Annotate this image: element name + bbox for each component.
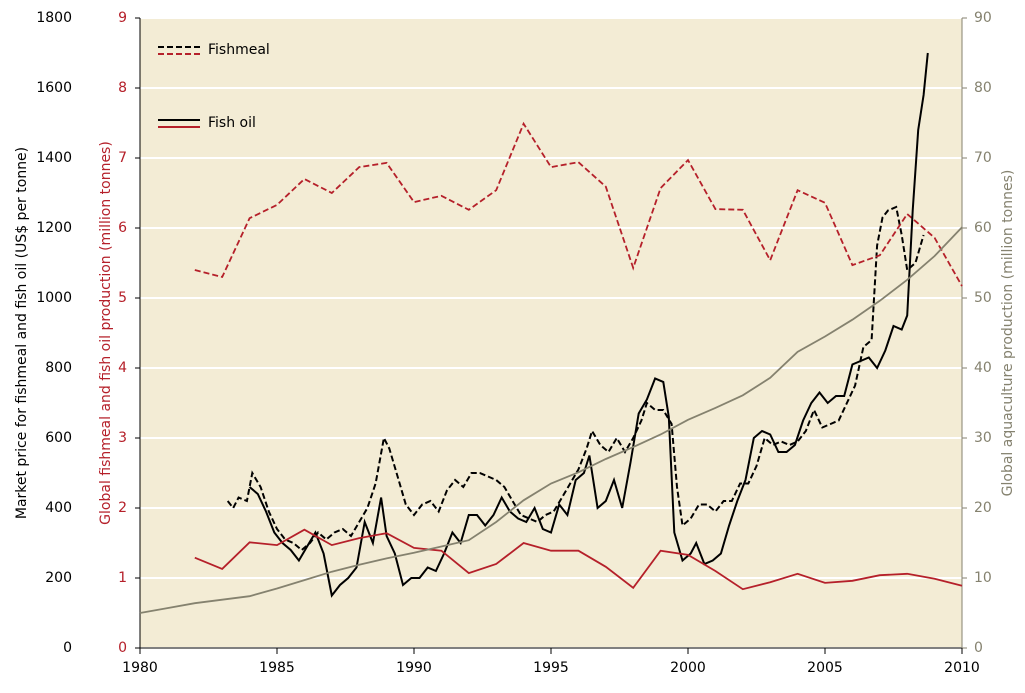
series-line xyxy=(194,121,963,287)
y2-tick-label: 1 xyxy=(118,570,127,586)
x-tick-label: 2010 xyxy=(944,660,980,676)
y-tick-label: 1400 xyxy=(36,150,72,166)
series-line xyxy=(139,226,963,614)
x-tick-label: 1985 xyxy=(259,660,295,676)
y2-tick-label: 5 xyxy=(118,290,127,306)
series-line xyxy=(194,528,963,591)
x-tick-label: 1980 xyxy=(122,660,158,676)
y-tick-label: 400 xyxy=(45,500,72,516)
y2-tick-label: 4 xyxy=(118,360,127,376)
y2-tick-label: 9 xyxy=(118,10,127,26)
series-line xyxy=(248,52,929,598)
y3-tick-label: 60 xyxy=(974,220,992,236)
x-tick-label: 2005 xyxy=(807,660,843,676)
y3-tick-label: 50 xyxy=(974,290,992,306)
x-tick-label: 2000 xyxy=(670,660,706,676)
y-tick-label: 1000 xyxy=(36,290,72,306)
y2-tick-label: 8 xyxy=(118,80,127,96)
y3-tick-label: 80 xyxy=(974,80,992,96)
x-tick-label: 1990 xyxy=(396,660,432,676)
y-axis-label: Market price for fishmeal and fish oil (… xyxy=(14,147,30,519)
y-tick-label: 1600 xyxy=(36,80,72,96)
y-tick-label: 600 xyxy=(45,430,72,446)
y3-tick-label: 10 xyxy=(974,570,992,586)
y3-tick-label: 0 xyxy=(974,640,983,656)
y2-tick-label: 0 xyxy=(118,640,127,656)
y-tick-label: 800 xyxy=(45,360,72,376)
y2-axis-label: Global fishmeal and fish oil production … xyxy=(98,141,114,525)
legend-label: Fishmeal xyxy=(208,42,270,58)
y3-tick-label: 70 xyxy=(974,150,992,166)
y3-tick-label: 90 xyxy=(974,10,992,26)
plot-background xyxy=(140,18,962,648)
y2-tick-label: 6 xyxy=(118,220,127,236)
legend-label: Fish oil xyxy=(208,115,256,131)
x-tick-label: 1995 xyxy=(533,660,569,676)
y3-axis-label: Global aquaculture production (million t… xyxy=(1000,170,1016,497)
y3-tick-label: 20 xyxy=(974,500,992,516)
y2-tick-label: 3 xyxy=(118,430,127,446)
y-tick-label: 200 xyxy=(45,570,72,586)
y3-tick-label: 30 xyxy=(974,430,992,446)
y3-tick-label: 40 xyxy=(974,360,992,376)
y2-tick-label: 2 xyxy=(118,500,127,516)
series-line xyxy=(226,205,925,552)
y2-tick-label: 7 xyxy=(118,150,127,166)
y-tick-label: 1800 xyxy=(36,10,72,26)
y-tick-label: 1200 xyxy=(36,220,72,236)
y-tick-label: 0 xyxy=(63,640,72,656)
